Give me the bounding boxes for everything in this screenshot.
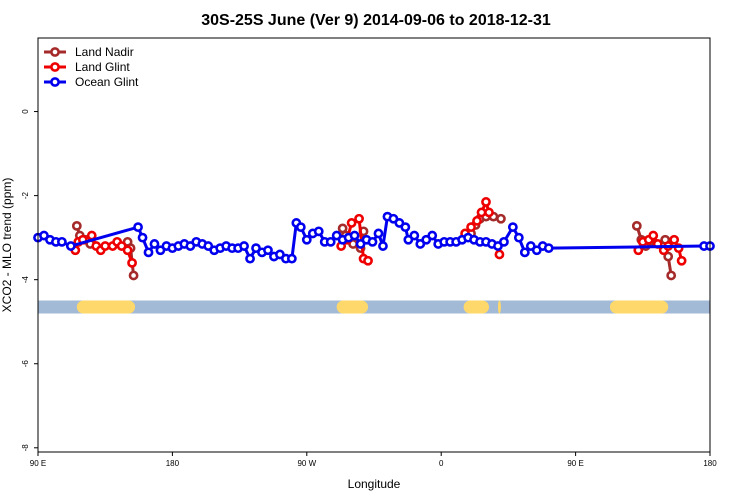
land-band-4 xyxy=(609,300,669,314)
land-band-3 xyxy=(497,300,501,314)
plot-frame xyxy=(37,37,711,453)
data-point xyxy=(494,249,505,260)
y-axis: 0 -2 -4 -6 -8 xyxy=(21,109,38,452)
data-point xyxy=(354,213,364,224)
x-axis: 90 E 180 90 W 0 90 E 180 xyxy=(30,452,717,468)
data-point xyxy=(676,255,687,266)
data-point xyxy=(149,239,160,249)
legend-marker xyxy=(50,77,60,87)
x-tick-label: 0 xyxy=(439,459,444,468)
data-point xyxy=(513,232,524,243)
y-tick-label: 0 xyxy=(21,109,30,114)
data-point xyxy=(472,215,482,226)
land-band-0 xyxy=(76,300,136,314)
data-point xyxy=(295,222,306,233)
y-axis-label: XCO2 - MLO trend (ppm) xyxy=(0,178,14,313)
data-point xyxy=(137,232,148,243)
legend-label: Ocean Glint xyxy=(75,75,139,89)
data-point xyxy=(507,222,518,233)
data-point xyxy=(263,245,273,256)
plot-area xyxy=(33,197,715,314)
data-point xyxy=(466,222,476,233)
data-point xyxy=(373,228,384,239)
data-point xyxy=(378,241,388,251)
land-band-1 xyxy=(336,300,369,314)
data-point xyxy=(409,230,420,241)
data-point xyxy=(346,218,357,228)
x-axis-label: Longitude xyxy=(348,477,401,491)
data-point xyxy=(484,207,494,218)
data-point xyxy=(286,253,297,264)
chart-title: 30S-25S June (Ver 9) 2014-09-06 to 2018-… xyxy=(201,12,551,29)
data-point xyxy=(128,270,139,281)
legend-label: Land Glint xyxy=(75,60,130,74)
data-point xyxy=(363,255,373,266)
legend-item: Land Glint xyxy=(44,60,130,74)
data-point xyxy=(301,234,312,245)
data-point xyxy=(367,236,378,247)
data-point xyxy=(519,247,530,258)
series-ocean-glint xyxy=(33,211,715,264)
y-tick-label: -2 xyxy=(21,192,30,200)
x-tick-label: 90 E xyxy=(567,459,583,468)
data-point xyxy=(127,257,137,268)
y-tick-label: -4 xyxy=(21,276,30,284)
data-point xyxy=(313,226,324,237)
data-point xyxy=(100,241,111,251)
data-point xyxy=(143,247,154,258)
data-point xyxy=(631,220,642,231)
data-point xyxy=(349,230,360,241)
y-tick-label: -6 xyxy=(21,360,30,368)
land-band-2 xyxy=(463,300,489,314)
legend-marker xyxy=(50,47,60,57)
data-point xyxy=(669,234,680,245)
y-tick-label: -8 xyxy=(21,444,30,452)
data-point xyxy=(56,236,67,247)
data-point xyxy=(239,241,249,251)
data-point xyxy=(245,253,255,264)
data-point xyxy=(427,230,438,241)
data-point xyxy=(663,251,674,262)
legend-item: Ocean Glint xyxy=(44,75,139,89)
x-tick-label: 180 xyxy=(703,459,717,468)
data-point xyxy=(481,197,491,207)
data-point xyxy=(65,241,76,251)
legend-item: Land Nadir xyxy=(44,45,134,59)
legend-marker xyxy=(50,62,60,72)
legend-label: Land Nadir xyxy=(75,45,134,59)
data-point xyxy=(400,222,411,233)
data-point xyxy=(648,230,659,241)
data-point xyxy=(71,220,82,231)
x-tick-label: 90 W xyxy=(297,459,316,468)
data-point xyxy=(499,236,509,247)
x-tick-label: 180 xyxy=(166,459,180,468)
data-point xyxy=(325,236,336,247)
data-point xyxy=(122,245,133,256)
data-point xyxy=(476,207,487,218)
data-point xyxy=(496,213,506,224)
data-point xyxy=(543,243,554,254)
data-point xyxy=(666,270,677,281)
data-point xyxy=(133,222,143,233)
x-tick-label: 90 E xyxy=(30,459,46,468)
